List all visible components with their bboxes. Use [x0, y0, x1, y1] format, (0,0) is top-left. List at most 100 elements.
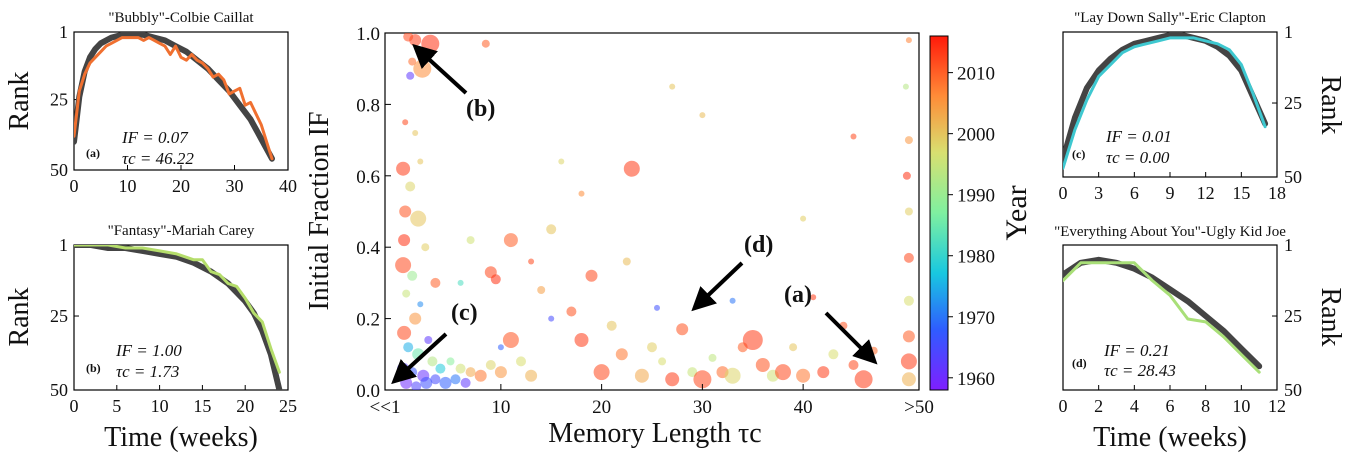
- panel-b: "Fantasy"-Mariah Carey 0 5 10 15 20 25 1 25 50 R…: [4, 223, 297, 453]
- colorbar-tick-label: 1990: [957, 186, 995, 207]
- arrow-b: [412, 43, 468, 95]
- panel-b-ticks: 0 5 10 15 20 25 1 25 50: [50, 235, 297, 416]
- y-tick-label: 1.0: [356, 24, 380, 45]
- y-tick-label: 0.8: [356, 95, 380, 116]
- panel-d-ticks: 0 2 4 6 8 10 12 1 25 50: [1059, 235, 1303, 416]
- scatter-point: [424, 336, 433, 344]
- data-line: [1063, 261, 1261, 374]
- x-tick-label: 25: [279, 396, 297, 416]
- scatter-point: [546, 224, 557, 235]
- y-tick-label: 50: [50, 160, 68, 180]
- scatter-point: [446, 357, 455, 366]
- main-xlabel: Memory Length τc: [548, 418, 761, 449]
- x-tick-label: 40: [279, 176, 297, 196]
- scatter-point: [699, 112, 706, 119]
- scatter-point: [528, 258, 535, 265]
- x-tick-label: 40: [794, 397, 813, 418]
- x-tick-label: 10: [119, 176, 137, 196]
- scatter-point: [622, 257, 631, 266]
- fit-line: [74, 32, 275, 162]
- scatter-point: [421, 243, 430, 252]
- scatter-point: [904, 207, 913, 216]
- panel-c-if: IF = 0.01: [1105, 127, 1172, 146]
- scatter-point: [465, 367, 476, 378]
- scatter-point: [537, 286, 546, 294]
- scatter-point: [902, 330, 915, 343]
- scatter-point: [412, 130, 419, 136]
- main-points: [395, 33, 917, 390]
- panel-a-if: IF = 0.07: [121, 128, 189, 147]
- scatter-point: [606, 320, 617, 331]
- scatter-point: [817, 366, 830, 379]
- x-tick-label: 15: [1232, 183, 1250, 203]
- scatter-point: [729, 297, 736, 304]
- scatter-point: [789, 343, 798, 352]
- x-tick-label: 8: [1201, 396, 1210, 416]
- x-tick-label: 30: [693, 397, 712, 418]
- scatter-point: [417, 301, 424, 308]
- scatter-point: [490, 274, 501, 285]
- scatter-point: [407, 270, 418, 281]
- x-tick-label: 0: [1059, 396, 1068, 416]
- y-tick-label: 25: [50, 306, 68, 326]
- y-tick-label: 0.2: [356, 310, 380, 331]
- scatter-point: [593, 364, 610, 381]
- scatter-point: [869, 346, 878, 355]
- panel-a-lines: [74, 32, 275, 162]
- scatter-point: [397, 325, 412, 340]
- x-tick-label: 20: [236, 396, 254, 416]
- scatter-point: [623, 160, 640, 177]
- scatter-point: [775, 364, 791, 381]
- x-tick-label: 15: [193, 396, 211, 416]
- scatter-point: [669, 83, 676, 90]
- panel-d-lines: [1063, 256, 1263, 374]
- scatter-point: [406, 71, 415, 80]
- panel-c-panel-label: (c): [1072, 147, 1085, 161]
- scatter-point: [420, 376, 433, 389]
- scatter-point: [796, 368, 811, 383]
- scatter-point: [402, 289, 411, 298]
- scatter-point: [548, 315, 555, 322]
- x-tick-label: 6: [1166, 396, 1175, 416]
- scatter-point: [435, 363, 446, 374]
- scatter-point: [405, 181, 416, 192]
- panel-main: <<1 10 20 30 40 >50 0.0 0.2 0.4 0.6 0.8 1.0 Initial…: [304, 24, 1033, 449]
- fit-line: [1063, 256, 1263, 370]
- scatter-point: [665, 372, 680, 387]
- x-tick-label: 10: [1232, 396, 1250, 416]
- arrow-c: [391, 332, 448, 385]
- colorbar-tick-label: 2010: [957, 64, 995, 85]
- scatter-point: [828, 349, 839, 360]
- scatter-point: [850, 133, 857, 140]
- panel-b-frame: [73, 244, 289, 391]
- x-tick-label: 4: [1130, 396, 1139, 416]
- x-tick-label: 20: [592, 397, 611, 418]
- scatter-point: [430, 374, 441, 385]
- y-tick-label: 50: [1284, 380, 1302, 400]
- scatter-point: [439, 376, 452, 389]
- main-frame: [384, 32, 920, 391]
- x-tick-label: 0: [1059, 183, 1068, 203]
- scatter-point: [430, 277, 441, 288]
- colorbar-tick-label: 1980: [957, 247, 995, 268]
- y-tick-label: 1: [1284, 235, 1293, 255]
- panel-b-if: IF = 1.00: [115, 341, 182, 360]
- data-line: [74, 245, 281, 374]
- y-tick-label: 25: [1284, 306, 1302, 326]
- scatter-point: [411, 381, 422, 390]
- scatter-point: [902, 83, 909, 90]
- scatter-point: [502, 332, 519, 348]
- colorbar-tick-label: 1970: [957, 308, 995, 329]
- panel-d-tau: τc = 28.43: [1104, 361, 1176, 380]
- x-tick-label: 10: [151, 396, 169, 416]
- colorbar-tick-label: 2000: [957, 125, 995, 146]
- scatter-point: [634, 368, 649, 383]
- panel-a-panel-label: (a): [86, 146, 100, 160]
- panel-c-ylabel: Rank: [1315, 75, 1346, 134]
- main-ylabel: Initial Fraction IF: [304, 111, 335, 310]
- panel-c-frame: [1062, 31, 1278, 178]
- scatter-point: [474, 369, 487, 382]
- scatter-point: [810, 294, 817, 301]
- scatter-point: [585, 269, 598, 282]
- scatter-point: [558, 158, 565, 165]
